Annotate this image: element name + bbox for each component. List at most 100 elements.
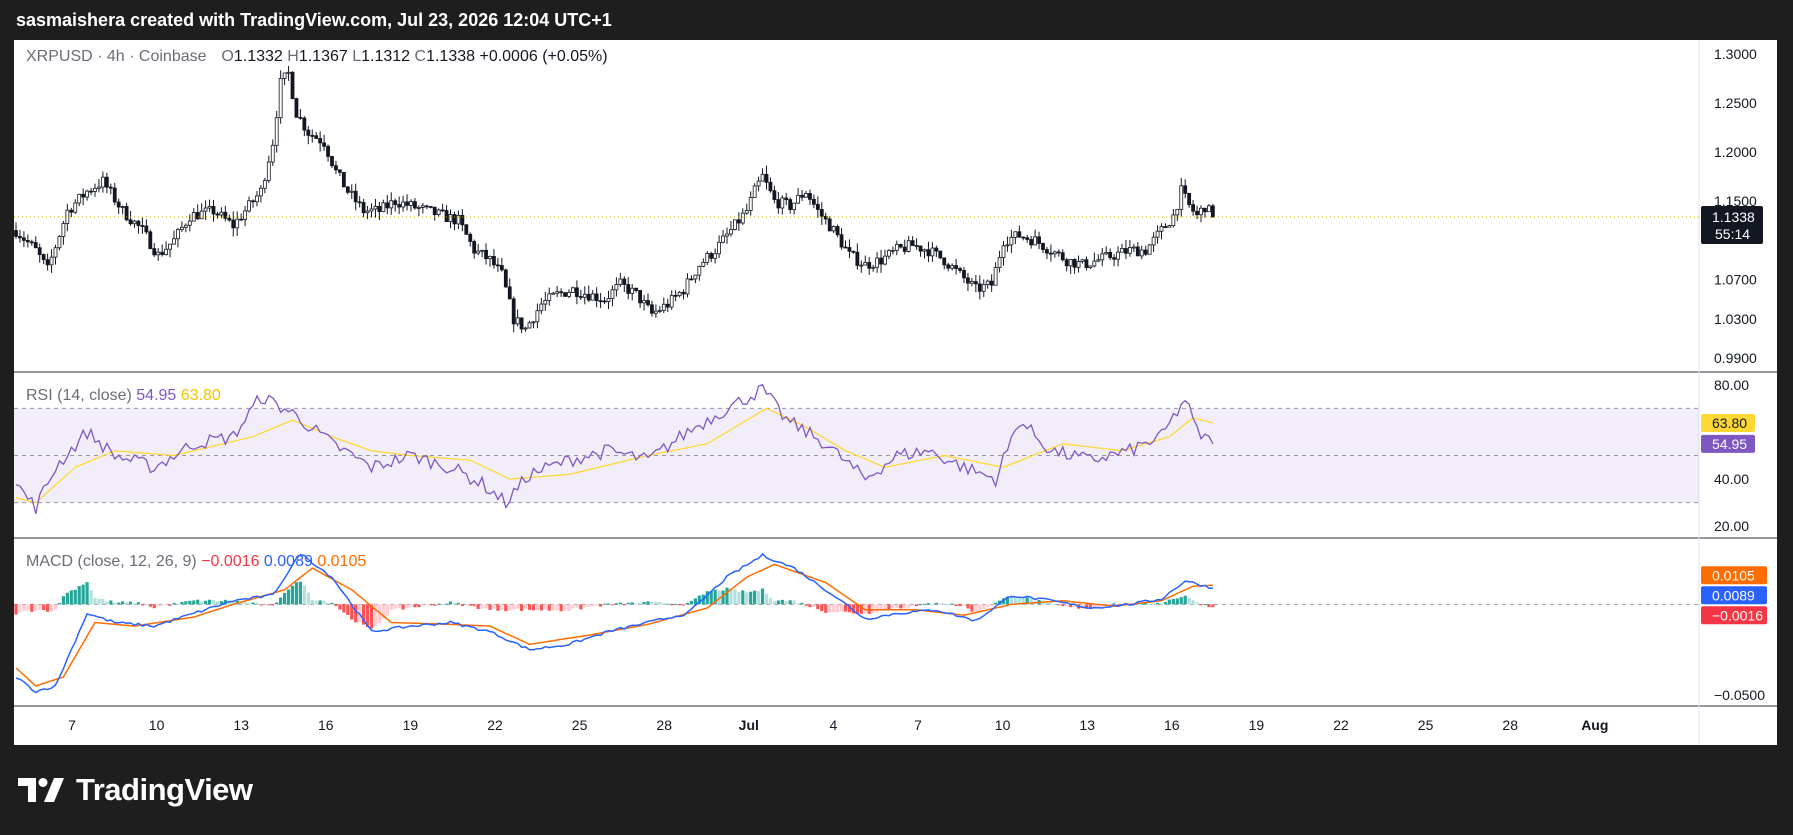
candle-body: [1179, 185, 1184, 210]
candle-body: [1021, 236, 1026, 239]
candle-body: [369, 208, 374, 212]
macd-histogram-bar: [362, 604, 366, 625]
chart-frame[interactable]: 1.3000 1.2500 1.2000 1.1500 1.0700 1.0300 0.99…: [14, 40, 1777, 745]
candle: [681, 289, 686, 300]
candle: [1191, 199, 1195, 216]
rsi-label[interactable]: RSI (14, close): [26, 387, 132, 404]
candle: [164, 241, 169, 256]
macd-histogram-bar: [563, 604, 567, 612]
candle-body: [713, 253, 718, 259]
macd-histogram-bar: [602, 603, 607, 605]
macd-histogram-bar: [895, 604, 899, 609]
candle: [768, 177, 773, 193]
macd-histogram-bar: [251, 602, 255, 605]
candle: [1175, 208, 1180, 222]
candle-body: [420, 205, 425, 208]
macd-histogram-bar: [441, 604, 445, 606]
candle: [1135, 242, 1140, 257]
candle-body: [341, 171, 346, 188]
candle: [1045, 247, 1049, 259]
macd-histogram-bar: [263, 604, 267, 606]
candle: [1104, 246, 1109, 256]
candle: [859, 260, 864, 273]
candle-body: [270, 144, 275, 163]
chart-canvas[interactable]: 1.3000 1.2500 1.2000 1.1500 1.0700 1.0300 0.99…: [14, 40, 1777, 745]
candle-body: [1199, 207, 1203, 216]
candle: [89, 187, 93, 196]
macd-histogram-bar: [1096, 604, 1100, 608]
macd-label[interactable]: MACD (close, 12, 26, 9): [26, 553, 197, 570]
macd-histogram-bar: [425, 604, 429, 606]
candle: [1108, 248, 1113, 261]
candle: [685, 273, 690, 298]
macd-histogram-bar: [401, 604, 405, 610]
candle: [424, 204, 429, 210]
macd-histogram-bar: [168, 604, 172, 606]
candle-body: [160, 251, 165, 255]
macd-histogram-bar: [429, 604, 433, 606]
candle-body: [1203, 207, 1207, 213]
candle: [444, 205, 449, 222]
candle-body: [851, 250, 856, 253]
candle-body: [1155, 230, 1160, 238]
candle-body: [1088, 265, 1093, 269]
candle: [1203, 207, 1207, 218]
candle-body: [831, 226, 836, 232]
candle: [187, 214, 192, 232]
candle-body: [357, 201, 362, 204]
candle-body: [365, 210, 370, 214]
macd-histogram-bar: [81, 584, 85, 605]
candle: [314, 132, 319, 140]
macd-histogram-bar: [970, 604, 974, 612]
candle: [199, 203, 204, 220]
candle: [970, 278, 974, 287]
macd-histogram-bar: [215, 601, 220, 605]
macd-histogram-bar: [1009, 596, 1013, 605]
candle: [942, 257, 947, 270]
macd-histogram-bar: [294, 582, 299, 605]
signal-line: [15, 563, 1213, 687]
macd-histogram-bar: [1167, 599, 1171, 605]
candle-body: [954, 265, 958, 269]
macd-histogram-bar: [456, 602, 460, 605]
macd-histogram-bar: [109, 600, 113, 605]
symbol-info[interactable]: XRPUSD · 4h · Coinbase: [26, 48, 207, 65]
candle: [571, 286, 575, 293]
candle: [274, 110, 279, 153]
candle: [136, 219, 141, 234]
tradingview-logo-icon: [18, 778, 64, 802]
candle-body: [215, 213, 220, 216]
tradingview-logo[interactable]: TradingView: [18, 772, 253, 808]
candle-body: [646, 300, 650, 306]
signal-tag-label: 0.0105: [1712, 567, 1755, 583]
candle: [251, 199, 255, 208]
candle: [227, 214, 232, 222]
candle: [523, 326, 528, 332]
candle: [567, 289, 571, 299]
rsi-value: 54.95: [136, 387, 177, 404]
candle: [898, 243, 903, 249]
macd-histogram-bar: [188, 600, 192, 605]
candle-body: [725, 233, 729, 237]
candle-body: [1100, 253, 1105, 261]
candle: [191, 208, 196, 222]
macd-histogram-bar: [231, 601, 235, 605]
candle: [405, 194, 409, 211]
candle-body: [164, 248, 169, 255]
macd-histogram-bar: [132, 603, 137, 605]
macd-histogram-bar: [121, 601, 125, 605]
candle-body: [101, 176, 105, 188]
candle-body: [1096, 259, 1101, 262]
time-tick-label: Jul: [739, 717, 759, 733]
candle: [539, 297, 544, 315]
candle: [310, 129, 315, 143]
candle-body: [946, 264, 951, 269]
candle: [729, 221, 733, 237]
candle: [582, 286, 587, 305]
candle: [1120, 243, 1124, 253]
macd-histogram-bar: [156, 604, 160, 607]
macd-histogram-bar: [618, 602, 622, 605]
macd-histogram-bar: [1203, 604, 1207, 606]
candle-body: [511, 298, 516, 325]
macd-histogram-bar: [350, 604, 354, 620]
